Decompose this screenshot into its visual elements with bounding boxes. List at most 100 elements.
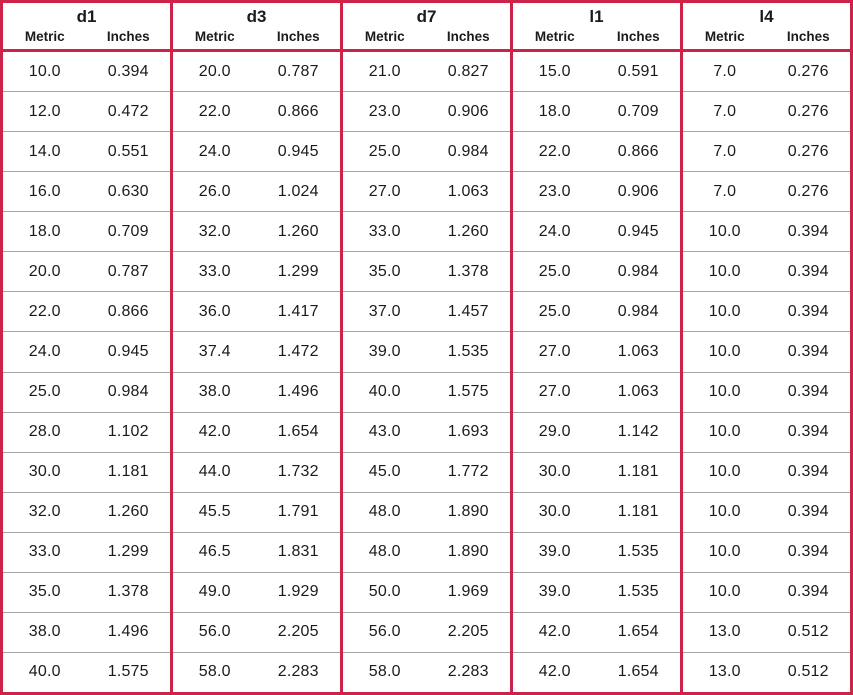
data-rows: 7.0 0.276 7.0 0.276 7.0 0.276 7.0 0.276 10.0 0.39… — [683, 52, 850, 692]
inches-value: 0.945 — [107, 342, 149, 360]
table-row: 15.0 0.591 — [513, 52, 680, 91]
metric-value: 21.0 — [368, 62, 401, 80]
table-row: 13.0 0.512 — [683, 611, 850, 652]
metric-value: 13.0 — [708, 663, 741, 681]
group-header: l1 Metric Inches — [513, 3, 680, 52]
inches-value: 0.945 — [277, 142, 319, 160]
data-rows: 10.0 0.394 12.0 0.472 14.0 0.551 16.0 0.630 18.0… — [3, 52, 170, 692]
metric-value: 39.0 — [538, 543, 571, 561]
inches-value: 1.063 — [617, 383, 659, 401]
metric-value: 10.0 — [708, 583, 741, 601]
table-row: 25.0 0.984 — [513, 251, 680, 291]
metric-value: 18.0 — [538, 102, 571, 120]
table-row: 40.0 1.575 — [343, 371, 510, 412]
inches-value: 1.024 — [277, 182, 319, 200]
metric-value: 56.0 — [368, 623, 401, 641]
inches-value: 0.512 — [787, 663, 829, 681]
metric-value: 39.0 — [538, 583, 571, 601]
metric-value: 22.0 — [28, 302, 61, 320]
metric-value: 29.0 — [538, 423, 571, 441]
inches-value: 1.535 — [617, 543, 659, 561]
table-row: 30.0 1.181 — [3, 451, 170, 492]
table-row: 45.5 1.791 — [173, 491, 340, 532]
group-title: l4 — [759, 7, 774, 26]
inches-value: 1.299 — [107, 543, 149, 561]
table-row: 35.0 1.378 — [343, 251, 510, 291]
metric-value: 38.0 — [28, 623, 61, 641]
metric-value: 25.0 — [538, 302, 571, 320]
inches-value: 1.378 — [447, 262, 489, 280]
inches-value: 1.181 — [617, 503, 659, 521]
metric-value: 37.4 — [198, 342, 231, 360]
metric-value: 24.0 — [198, 142, 231, 160]
column-header-inches: Inches — [446, 29, 490, 44]
subheader-row: Metric Inches — [173, 28, 340, 46]
table-row: 7.0 0.276 — [683, 131, 850, 171]
metric-value: 30.0 — [538, 503, 571, 521]
table-row: 10.0 0.394 — [683, 371, 850, 412]
metric-value: 42.0 — [538, 623, 571, 641]
table-row: 56.0 2.205 — [343, 611, 510, 652]
subheader-row: Metric Inches — [3, 28, 170, 46]
table-row: 10.0 0.394 — [683, 491, 850, 532]
inches-value: 0.394 — [787, 302, 829, 320]
metric-value: 12.0 — [28, 102, 61, 120]
group-title: d1 — [76, 7, 97, 26]
metric-value: 7.0 — [713, 142, 737, 160]
metric-value: 38.0 — [198, 383, 231, 401]
metric-value: 10.0 — [708, 503, 741, 521]
table-row: 38.0 1.496 — [3, 611, 170, 652]
metric-value: 49.0 — [198, 583, 231, 601]
inches-value: 1.535 — [447, 342, 489, 360]
inches-value: 1.969 — [447, 583, 489, 601]
table-row: 24.0 0.945 — [3, 331, 170, 371]
metric-value: 10.0 — [708, 222, 741, 240]
group-header: l4 Metric Inches — [683, 3, 850, 52]
table-row: 7.0 0.276 — [683, 91, 850, 131]
metric-value: 24.0 — [538, 222, 571, 240]
inches-value: 1.575 — [107, 663, 149, 681]
inches-value: 0.591 — [617, 62, 659, 80]
table-row: 10.0 0.394 — [683, 211, 850, 251]
metric-value: 7.0 — [713, 182, 737, 200]
inches-value: 1.378 — [107, 583, 149, 601]
metric-value: 42.0 — [198, 423, 231, 441]
metric-value: 7.0 — [713, 102, 737, 120]
table-row: 10.0 0.394 — [683, 331, 850, 371]
table-row: 26.0 1.024 — [173, 171, 340, 211]
table-row: 12.0 0.472 — [3, 91, 170, 131]
table-row: 10.0 0.394 — [683, 251, 850, 291]
metric-value: 23.0 — [368, 102, 401, 120]
metric-value: 25.0 — [368, 142, 401, 160]
inches-value: 2.205 — [277, 623, 319, 641]
table-row: 39.0 1.535 — [513, 531, 680, 572]
metric-value: 26.0 — [198, 182, 231, 200]
table-row: 30.0 1.181 — [513, 451, 680, 492]
inches-value: 1.654 — [617, 663, 659, 681]
metric-value: 32.0 — [28, 503, 61, 521]
inches-value: 1.693 — [447, 423, 489, 441]
table-row: 14.0 0.551 — [3, 131, 170, 171]
table-row: 43.0 1.693 — [343, 411, 510, 452]
inches-value: 0.394 — [787, 383, 829, 401]
table-row: 32.0 1.260 — [173, 211, 340, 251]
column-group-d7: d7 Metric Inches 21.0 0.827 23.0 0.906 25.0 0.98… — [340, 3, 510, 692]
metric-value: 10.0 — [708, 262, 741, 280]
inches-value: 0.945 — [617, 222, 659, 240]
metric-value: 56.0 — [198, 623, 231, 641]
metric-value: 50.0 — [368, 583, 401, 601]
metric-value: 44.0 — [198, 463, 231, 481]
inches-value: 0.394 — [787, 503, 829, 521]
data-rows: 15.0 0.591 18.0 0.709 22.0 0.866 23.0 0.906 24.0… — [513, 52, 680, 692]
column-group-l1: l1 Metric Inches 15.0 0.591 18.0 0.709 22.0 0.86… — [510, 3, 680, 692]
inches-value: 1.732 — [277, 463, 319, 481]
group-header: d7 Metric Inches — [343, 3, 510, 52]
table-row: 22.0 0.866 — [513, 131, 680, 171]
inches-value: 0.827 — [447, 62, 489, 80]
inches-value: 0.984 — [617, 262, 659, 280]
table-row: 10.0 0.394 — [683, 411, 850, 452]
table-row: 16.0 0.630 — [3, 171, 170, 211]
column-group-l4: l4 Metric Inches 7.0 0.276 7.0 0.276 7.0 0.276 7.… — [680, 3, 850, 692]
table-row: 10.0 0.394 — [683, 531, 850, 572]
inches-value: 0.512 — [787, 623, 829, 641]
